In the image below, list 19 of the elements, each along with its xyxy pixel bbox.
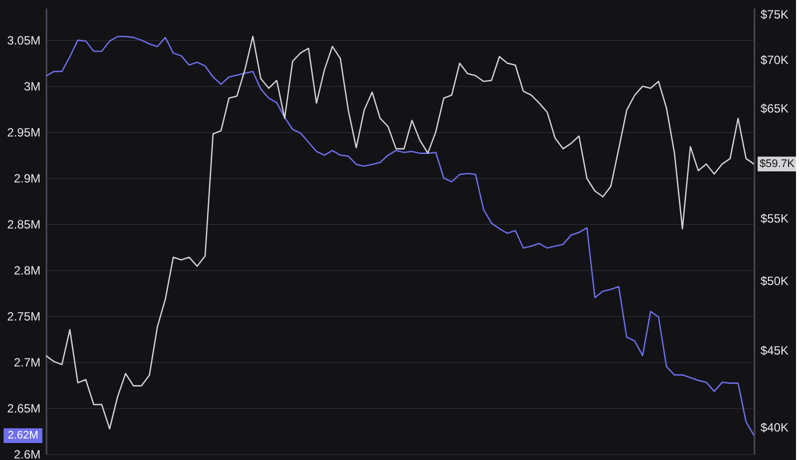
y-tick-label: 2.85M — [7, 218, 40, 232]
y-tick-label: 2.7M — [14, 356, 40, 370]
y-tick-label: 2.65M — [7, 402, 40, 416]
y-tick-label: 3.05M — [7, 34, 40, 48]
y2-tick-label: $50K — [760, 274, 789, 288]
y-tick-label: 2.6M — [14, 448, 40, 460]
text: 2.62M — [8, 430, 38, 442]
text: $59.7K — [760, 158, 796, 170]
y2-tick-label: $65K — [760, 102, 789, 116]
y2-tick-label: $70K — [760, 52, 789, 67]
y-tick-label: 3M — [24, 80, 40, 94]
y2-tick-label: $45K — [760, 343, 789, 358]
y2-tick-label: $75K — [760, 8, 789, 22]
y-tick-label: 2.8M — [14, 264, 40, 278]
y2-tick-label: $40K — [760, 420, 789, 435]
y-tick-label: 2.9M — [14, 172, 40, 186]
y2-tick-label: $55K — [760, 211, 789, 226]
y-tick-label: 2.95M — [7, 126, 40, 140]
y-tick-label: 2.75M — [7, 310, 40, 324]
